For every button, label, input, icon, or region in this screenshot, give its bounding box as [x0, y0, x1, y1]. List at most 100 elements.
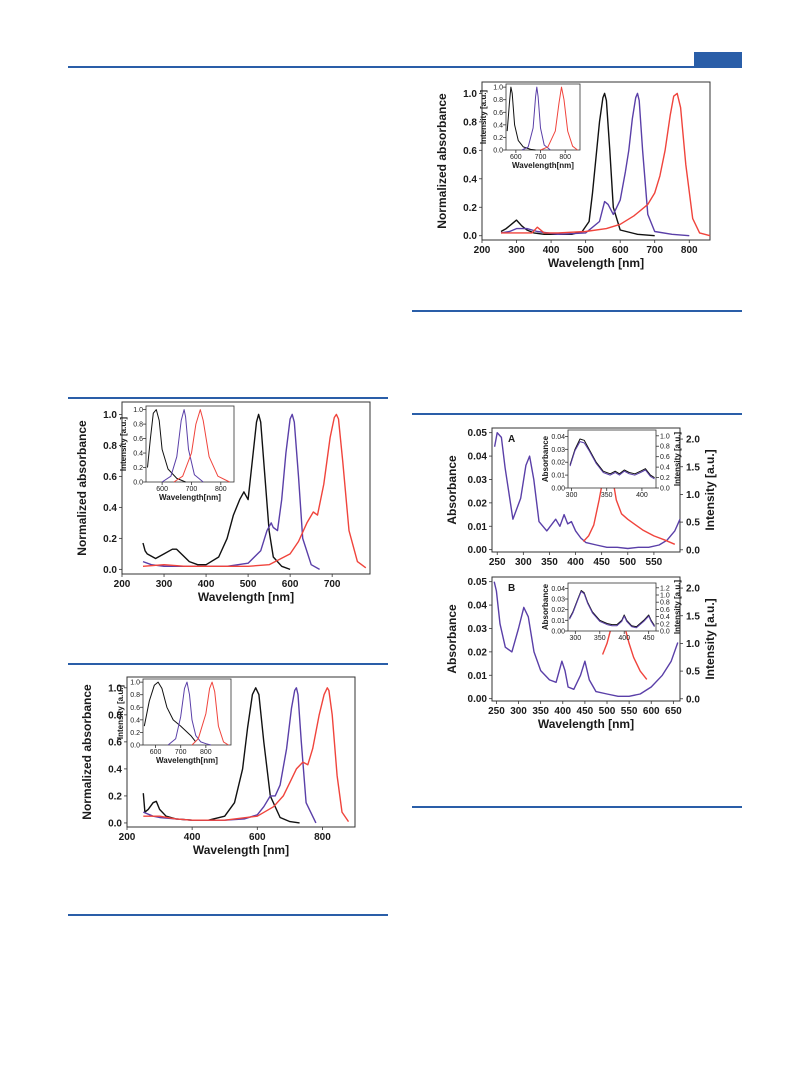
x-tick-label: 600: [150, 749, 162, 756]
x-tick-label: 600: [249, 832, 266, 843]
y-tick-label: 0.6: [133, 436, 143, 443]
series-red-line: [582, 463, 676, 545]
y2-axis-title: Intensity [a.u.]: [673, 432, 682, 487]
x-axis-title: Wavelength[nm]: [156, 756, 218, 765]
y-axis-title: Absorbance: [445, 455, 459, 525]
y-tick-label: 0.03: [551, 597, 565, 604]
x-tick-label: 500: [619, 557, 636, 568]
x-tick-label: 200: [474, 245, 491, 256]
y2-tick-label: 0.5: [686, 667, 700, 678]
panel-label: A: [508, 434, 515, 445]
y-tick-label: 0.00: [551, 486, 565, 493]
header-tab: [694, 52, 742, 66]
x-axis-title: Wavelength[nm]: [512, 161, 574, 170]
x-tick-label: 300: [156, 579, 173, 590]
y-tick-label: 0.8: [130, 692, 140, 699]
rule-right-3: [412, 806, 742, 808]
inset-frame: [142, 678, 232, 746]
y2-axis-title: Intensity [a.u.]: [703, 598, 717, 679]
figure-top-right: 200 300 400 500 600 700 800 0.0 0.2 0.4 0.6 0.8 1.0 W…: [435, 81, 711, 270]
y-tick-label: 0.0: [493, 148, 503, 155]
panel-label: B: [508, 583, 515, 594]
series-red-line: [143, 687, 350, 822]
series-purple-line: [521, 86, 551, 151]
x-tick-label: 650: [665, 706, 682, 717]
y-tick-label: 0.2: [133, 465, 143, 472]
x-tick-label: 200: [114, 579, 131, 590]
y2-tick-label: 0.0: [660, 486, 670, 493]
x-tick-label: 300: [515, 557, 532, 568]
y-tick-label: 0.4: [133, 451, 143, 458]
series-black-line: [500, 92, 655, 237]
y2-tick-label: 2.0: [686, 584, 700, 595]
x-tick-label: 400: [184, 832, 201, 843]
x-tick-label: 550: [646, 557, 663, 568]
x-tick-label: 800: [314, 832, 331, 843]
y-tick-label: 0.6: [463, 146, 477, 157]
y-tick-label: 0.04: [551, 434, 565, 441]
series-black-line: [142, 413, 291, 571]
y2-axis-title: Intensity [a.u.]: [703, 449, 717, 530]
rule-right-2: [412, 413, 742, 415]
y-axis-title: Absorbance: [541, 435, 550, 482]
y-tick-label: 1.0: [133, 407, 143, 414]
x-tick-label: 450: [643, 635, 655, 642]
series-purple-line: [493, 581, 679, 698]
y-tick-label: 0.01: [468, 522, 488, 533]
y2-tick-label: 0.6: [660, 454, 670, 461]
x-tick-label: 600: [643, 706, 660, 717]
series-black-line: [506, 86, 536, 151]
y-tick-label: 0.2: [108, 791, 122, 802]
y-tick-label: 0.8: [133, 422, 143, 429]
y2-tick-label: 1.0: [660, 433, 670, 440]
x-tick-label: 700: [535, 154, 547, 161]
x-tick-label: 700: [186, 486, 198, 493]
series-red-line: [191, 681, 229, 746]
y-axis-title: Intensity [a.u.]: [119, 417, 128, 472]
y2-axis-title: Intensity [a.u.]: [673, 580, 682, 635]
rule-right-1: [412, 310, 742, 312]
series-black-line: [569, 438, 655, 479]
x-tick-label: 800: [559, 154, 571, 161]
x-tick-label: 300: [510, 706, 527, 717]
y-tick-label: 0.01: [551, 473, 565, 480]
x-tick-label: 700: [324, 579, 341, 590]
y-tick-label: 0.00: [468, 545, 488, 556]
y-tick-label: 0.6: [130, 705, 140, 712]
inset-plot: 600 700 800 0.0 0.2 0.4 0.6 0.8 1.0 Wavelength[nm…: [116, 678, 232, 765]
x-tick-label: 350: [601, 492, 613, 499]
series-red-line: [173, 409, 230, 483]
y-tick-label: 0.00: [468, 694, 488, 705]
y2-tick-label: 1.0: [686, 639, 700, 650]
series-purple-line: [167, 681, 212, 746]
x-tick-label: 800: [681, 245, 698, 256]
y-axis-title: Normalized absorbance: [75, 420, 89, 556]
y-tick-label: 1.0: [463, 89, 477, 100]
x-tick-label: 600: [282, 579, 299, 590]
y-tick-label: 0.4: [103, 503, 117, 514]
x-tick-label: 400: [198, 579, 215, 590]
y-tick-label: 0.2: [463, 203, 477, 214]
series-purple-line: [161, 409, 204, 483]
y-tick-label: 0.0: [130, 743, 140, 750]
inset-plot: 300 350 400 4500.000.010.020.030.040.00.20.…: [541, 580, 682, 642]
x-tick-label: 550: [621, 706, 638, 717]
y-tick-label: 0.04: [468, 601, 488, 612]
x-tick-label: 400: [567, 557, 584, 568]
x-tick-label: 300: [566, 492, 578, 499]
series-purple-line: [493, 431, 681, 550]
y-tick-label: 0.2: [493, 135, 503, 142]
series-black-line: [143, 681, 197, 743]
y-tick-label: 0.4: [108, 764, 122, 775]
x-tick-label: 600: [612, 245, 629, 256]
x-tick-label: 300: [569, 635, 581, 642]
series-black-line: [147, 409, 186, 483]
y-tick-label: 0.6: [103, 472, 117, 483]
x-tick-label: 350: [594, 635, 606, 642]
x-tick-label: 400: [543, 245, 560, 256]
x-axis-title: Wavelength [nm]: [538, 717, 634, 731]
y-axis-title: Absorbance: [541, 583, 550, 630]
y-tick-label: 0.02: [468, 647, 488, 658]
y-tick-label: 0.03: [551, 447, 565, 454]
x-tick-label: 250: [488, 706, 505, 717]
